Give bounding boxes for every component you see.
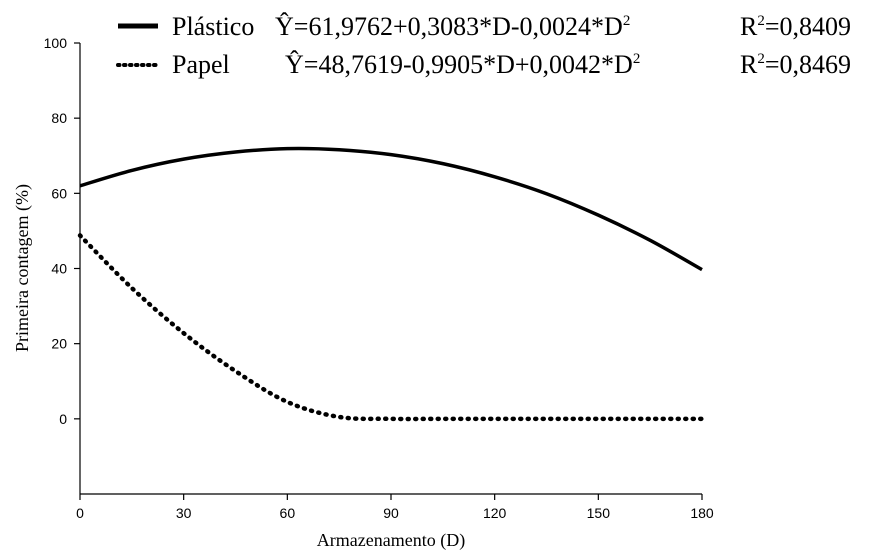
y-ticks: 0 20 40 60 80 100 <box>44 35 80 427</box>
y-tick-label: 80 <box>51 110 67 126</box>
legend-label-plastico: Plástico <box>172 12 254 41</box>
y-tick-label: 20 <box>51 336 67 352</box>
y-tick-label: 60 <box>51 185 67 201</box>
x-tick-label: 60 <box>280 505 296 521</box>
x-tick-label: 90 <box>383 505 399 521</box>
x-tick-label: 150 <box>587 505 611 521</box>
x-ticks: 0 30 60 90 120 150 180 <box>76 494 714 521</box>
series-layer <box>77 146 705 422</box>
legend: Plástico Ŷ=61,9762+0,3083*D-0,0024*D2 R2… <box>116 12 851 79</box>
x-tick-label: 0 <box>76 505 84 521</box>
legend-equation-papel: Ŷ=48,7619-0,9905*D+0,0042*D2 <box>285 50 640 79</box>
series-line-plastico <box>79 146 703 272</box>
legend-equation-plastico: Ŷ=61,9762+0,3083*D-0,0024*D2 <box>275 12 630 41</box>
legend-r2-papel: R2=0,8469 <box>740 50 851 79</box>
y-axis-title: Primeira contagem (%) <box>12 184 33 352</box>
x-tick-label: 30 <box>176 505 192 521</box>
y-tick-label: 0 <box>59 411 67 427</box>
y-tick-label: 100 <box>44 35 68 51</box>
legend-r2-plastico: R2=0,8409 <box>740 12 851 41</box>
legend-label-papel: Papel <box>172 50 230 79</box>
y-tick-label: 40 <box>51 261 67 277</box>
x-axis-title: Armazenamento (D) <box>317 530 465 551</box>
series-line-papel <box>77 233 705 422</box>
x-tick-label: 180 <box>690 505 714 521</box>
x-tick-label: 120 <box>483 505 507 521</box>
